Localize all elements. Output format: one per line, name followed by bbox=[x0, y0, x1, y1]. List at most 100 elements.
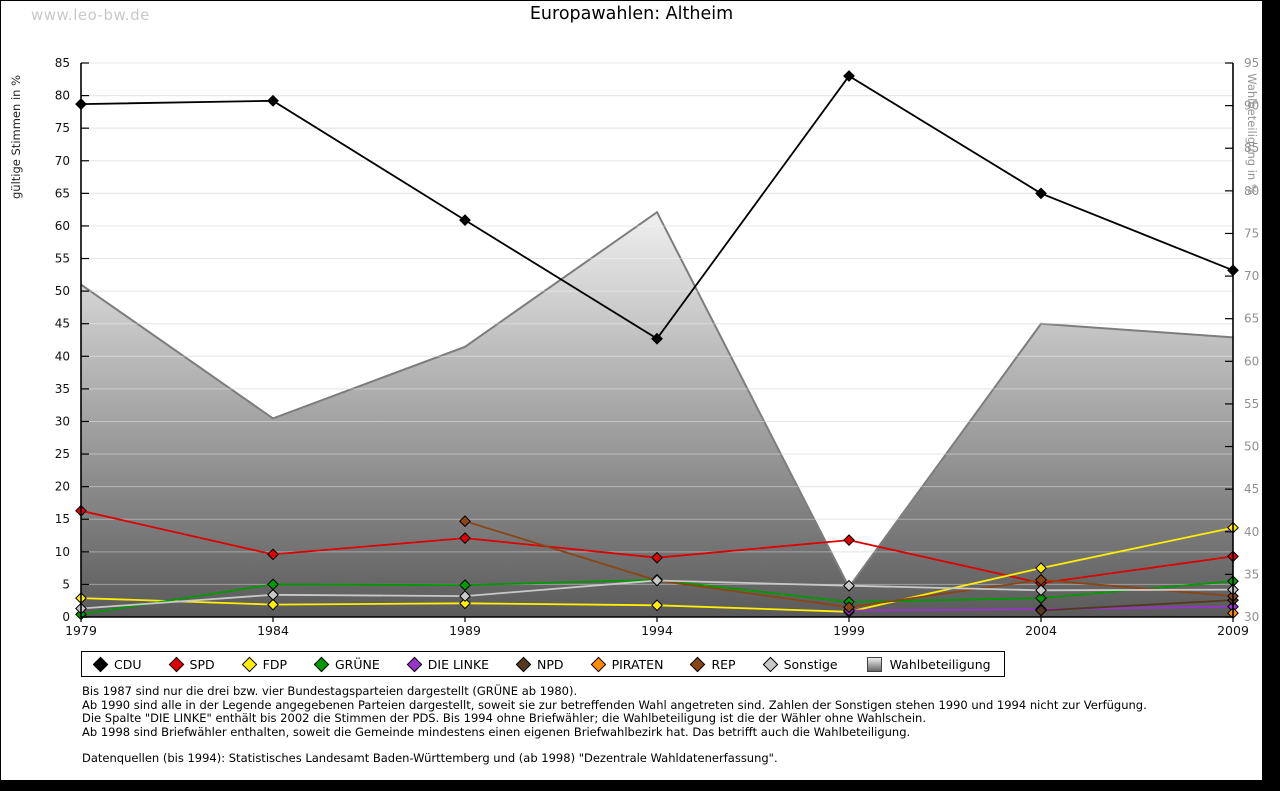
rep-diamond-icon bbox=[690, 656, 706, 672]
data-point-sonstige bbox=[843, 579, 855, 592]
data-point-cdu bbox=[459, 214, 471, 227]
left-tick-label: 85 bbox=[55, 56, 70, 70]
right-tick-label: 65 bbox=[1244, 312, 1259, 326]
year-tick-label: 1989 bbox=[449, 623, 481, 638]
right-tick-label: 70 bbox=[1244, 269, 1259, 283]
data-point-npd bbox=[1035, 604, 1047, 617]
data-point-cdu bbox=[1035, 187, 1047, 200]
left-tick-label: 55 bbox=[55, 252, 70, 266]
data-point-cdu bbox=[267, 94, 279, 107]
left-tick-label: 70 bbox=[55, 154, 70, 168]
right-tick-label: 75 bbox=[1244, 226, 1259, 240]
data-point-sonstige bbox=[1035, 584, 1047, 597]
data-point-rep bbox=[459, 515, 471, 528]
right-tick-label: 35 bbox=[1244, 567, 1259, 581]
right-tick-label: 40 bbox=[1244, 525, 1259, 539]
series-fdp bbox=[75, 521, 1239, 618]
data-point-spd bbox=[843, 534, 855, 547]
legend-label: SPD bbox=[189, 656, 215, 672]
legend-item-spd: SPD bbox=[168, 656, 215, 672]
footnote-lines: Bis 1987 sind nur die drei bzw. vier Bun… bbox=[82, 684, 1147, 739]
npd-diamond-icon bbox=[515, 656, 532, 672]
left-tick-label: 30 bbox=[55, 414, 70, 428]
left-tick-label: 50 bbox=[55, 284, 70, 298]
data-point-sonstige bbox=[267, 588, 279, 601]
legend-item-piraten: PIRATEN bbox=[590, 656, 664, 672]
sonstige-diamond-icon bbox=[762, 656, 778, 672]
legend-label: GRÜNE bbox=[334, 656, 380, 672]
year-tick-label: 2004 bbox=[1025, 623, 1057, 638]
legend-label: FDP bbox=[262, 656, 287, 672]
right-tick-label: 80 bbox=[1244, 184, 1259, 198]
watermark: www.leo-bw.de bbox=[31, 6, 150, 24]
left-tick-label: 15 bbox=[55, 512, 70, 526]
footnote-line: Ab 1998 sind Briefwähler enthalten, sowe… bbox=[82, 724, 911, 739]
left-tick-label: 40 bbox=[55, 349, 70, 363]
legend-item-gr-ne: GRÜNE bbox=[313, 656, 380, 672]
right-tick-label: 30 bbox=[1244, 610, 1259, 624]
election-line-chart: 0 5 10 15 20 25 30 35 40 45 50 55 60 65 70 75 80 85 30 35 40… bbox=[55, 56, 1260, 638]
footnote-line: Ab 1990 sind alle in der Legende angegeb… bbox=[82, 697, 1147, 712]
legend-label: NPD bbox=[537, 656, 564, 672]
series-cdu bbox=[75, 70, 1239, 345]
left-tick-label: 10 bbox=[55, 545, 70, 559]
gr-ne-diamond-icon bbox=[313, 656, 330, 672]
footnote-line: Die Spalte "DIE LINKE" enthält bis 2002 … bbox=[82, 711, 926, 726]
turnout-area bbox=[81, 212, 1233, 617]
legend-label: Wahlbeteiligung bbox=[889, 656, 991, 672]
left-tick-label: 75 bbox=[55, 121, 70, 135]
data-point-sonstige bbox=[651, 574, 663, 587]
right-tick-label: 60 bbox=[1244, 354, 1259, 368]
footnotes-block: Bis 1987 sind nur die drei bzw. vier Bun… bbox=[82, 684, 1147, 766]
left-tick-label: 35 bbox=[55, 382, 70, 396]
left-tick-label: 65 bbox=[55, 186, 70, 200]
fdp-diamond-icon bbox=[241, 656, 257, 672]
right-tick-label: 90 bbox=[1244, 99, 1259, 113]
spd-diamond-icon bbox=[168, 656, 184, 672]
data-point-fdp bbox=[459, 597, 471, 610]
data-point-spd bbox=[651, 551, 663, 564]
data-point-fdp bbox=[651, 599, 663, 612]
right-tick-label: 85 bbox=[1244, 141, 1259, 155]
legend-item-fdp: FDP bbox=[241, 656, 287, 672]
legend-label: DIE LINKE bbox=[427, 656, 490, 672]
cdu-diamond-icon bbox=[92, 656, 109, 672]
left-tick-label: 45 bbox=[55, 317, 70, 331]
data-point-fdp bbox=[1035, 562, 1047, 575]
legend-item-rep: REP bbox=[690, 656, 736, 672]
page-title: Europawahlen: Altheim bbox=[529, 4, 734, 24]
chart-legend: CDU SPD FDP GRÜNE DIE LINKE NPD PIRATEN REP Sons… bbox=[81, 651, 1005, 677]
data-source-note: Datenquellen (bis 1994): Statistisches L… bbox=[82, 751, 778, 766]
left-tick-label: 20 bbox=[55, 480, 70, 494]
right-tick-label: 95 bbox=[1244, 56, 1259, 70]
axes bbox=[80, 62, 1234, 622]
year-tick-label: 1999 bbox=[833, 623, 865, 638]
legend-item-wahlbeteiligung: Wahlbeteiligung bbox=[866, 656, 991, 672]
right-tick-label: 55 bbox=[1244, 397, 1259, 411]
legend-item-sonstige: Sonstige bbox=[762, 656, 838, 672]
legend-item-cdu: CDU bbox=[92, 656, 142, 672]
chart-canvas: www.leo-bw.de Europawahlen: Altheim gült… bbox=[1, 1, 1262, 780]
turnout-area-edge bbox=[80, 210, 1234, 590]
year-tick-label: 1994 bbox=[641, 623, 673, 638]
legend-item-npd: NPD bbox=[515, 656, 564, 672]
left-tick-label: 0 bbox=[62, 610, 70, 624]
data-point-rep bbox=[843, 601, 855, 614]
data-point-spd bbox=[459, 532, 471, 545]
turnout-swatch-icon bbox=[866, 656, 882, 672]
piraten-diamond-icon bbox=[590, 656, 606, 672]
data-point-cdu bbox=[843, 70, 855, 82]
tick-labels: 0 5 10 15 20 25 30 35 40 45 50 55 60 65 70 75 80 85 30 35 40… bbox=[55, 56, 1260, 638]
legend-label: CDU bbox=[114, 656, 142, 672]
left-tick-label: 5 bbox=[62, 577, 70, 591]
legend-item-die-linke: DIE LINKE bbox=[406, 656, 490, 672]
year-tick-label: 2009 bbox=[1217, 623, 1249, 638]
left-tick-label: 25 bbox=[55, 447, 70, 461]
legend-label: PIRATEN bbox=[611, 656, 664, 672]
left-tick-label: 60 bbox=[55, 219, 70, 233]
data-point-cdu bbox=[651, 332, 663, 345]
year-tick-label: 1984 bbox=[257, 623, 289, 638]
die-linke-diamond-icon bbox=[406, 656, 423, 672]
legend-label: REP bbox=[711, 656, 736, 672]
footnote-line: Bis 1987 sind nur die drei bzw. vier Bun… bbox=[82, 684, 578, 698]
